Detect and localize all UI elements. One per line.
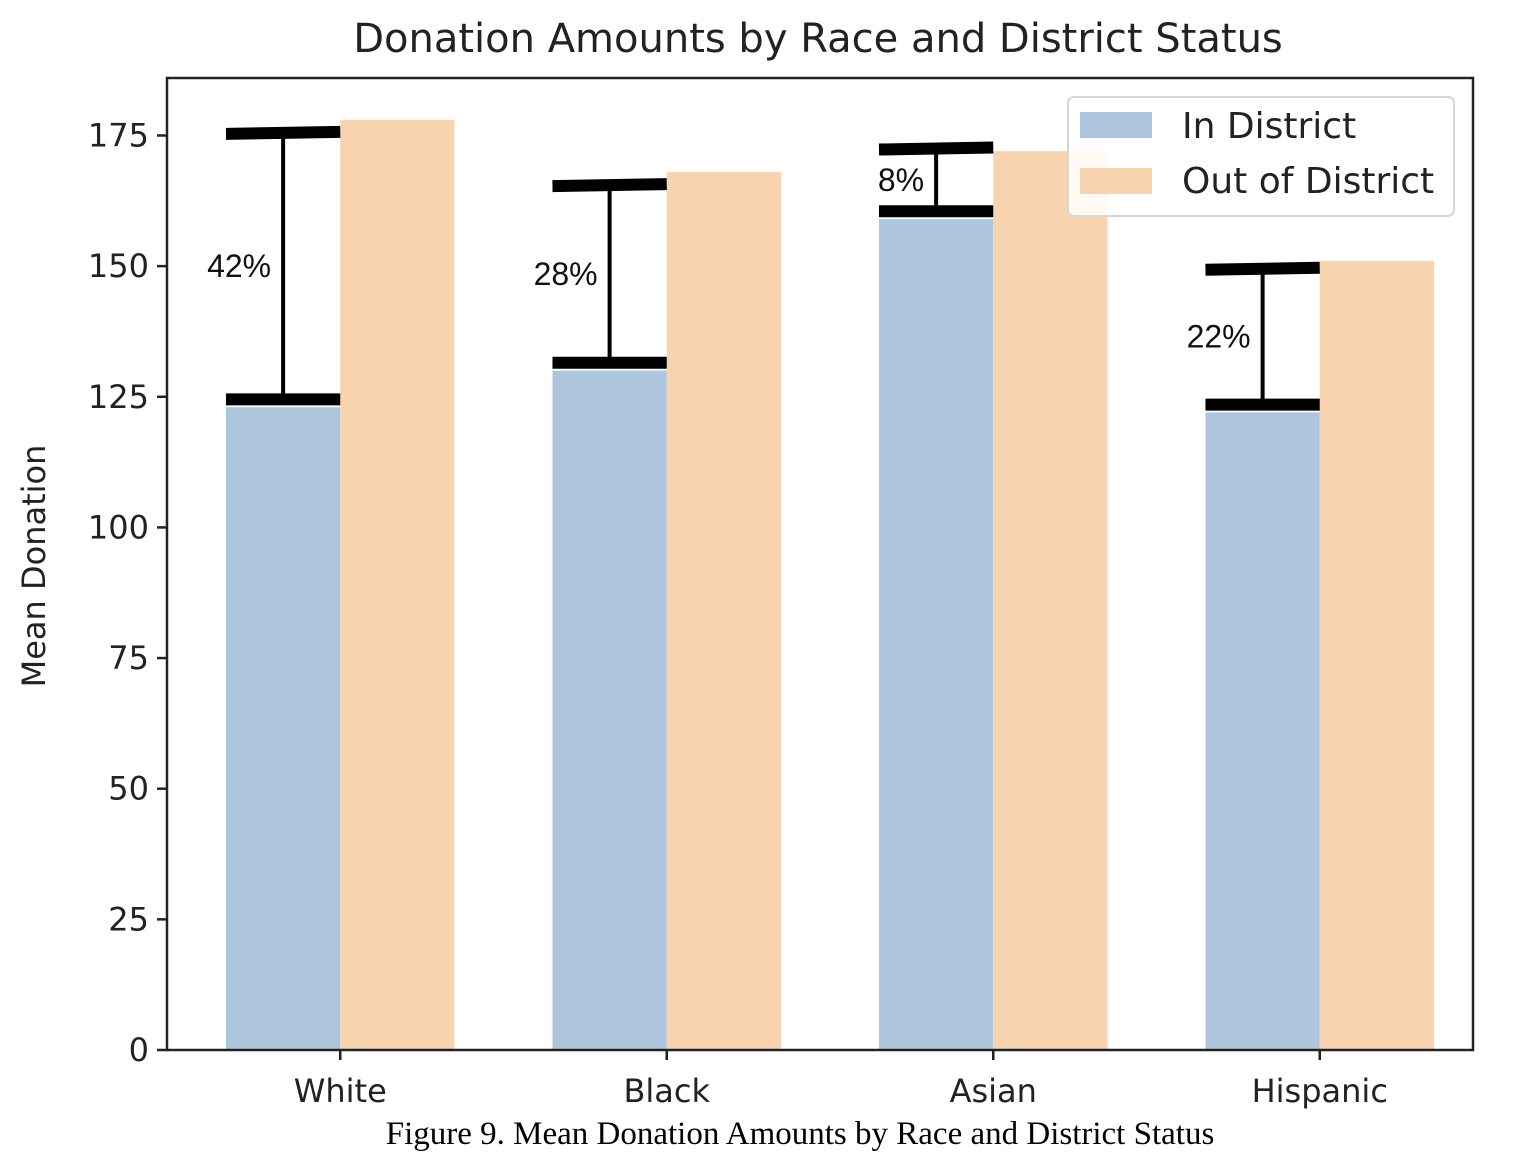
legend-swatch-in-district xyxy=(1080,112,1152,138)
y-axis-ticks: 0 25 50 75 100 125 150 175 xyxy=(88,116,167,1069)
gap-annotations: 42% 28% 8% 22% xyxy=(207,125,1320,411)
legend: In District Out of District xyxy=(1067,96,1455,217)
legend-box xyxy=(1067,96,1455,217)
y-tick-label: 75 xyxy=(108,639,149,677)
y-tick-label: 0 xyxy=(129,1031,149,1069)
bar-out-of-district xyxy=(1319,260,1435,1051)
figure-caption: Figure 9. Mean Donation Amounts by Race … xyxy=(385,1116,1215,1152)
gap-percent-label: 42% xyxy=(207,248,271,284)
legend-swatch-out-of-district xyxy=(1080,168,1152,194)
chart-title: Donation Amounts by Race and District St… xyxy=(353,16,1283,62)
y-tick-label: 50 xyxy=(108,770,149,808)
legend-label-in-district: In District xyxy=(1182,106,1356,147)
y-axis-label: Mean Donation xyxy=(15,445,53,688)
x-tick-label: Asian xyxy=(950,1072,1037,1110)
bar-out-of-district xyxy=(993,151,1108,1051)
y-tick-label: 150 xyxy=(88,247,149,285)
x-tick-label: Hispanic xyxy=(1252,1072,1388,1110)
y-tick-label: 125 xyxy=(88,378,149,416)
y-tick-label: 25 xyxy=(108,900,149,938)
bar-in-district xyxy=(1205,412,1320,1050)
y-tick-label: 100 xyxy=(88,508,149,546)
gap-percent-label: 28% xyxy=(534,256,598,292)
x-axis-ticks: White Black Asian Hispanic xyxy=(294,1050,1388,1110)
bar-in-district xyxy=(225,407,341,1050)
bar-out-of-district xyxy=(666,172,782,1050)
legend-label-out-of-district: Out of District xyxy=(1182,161,1434,202)
y-tick-label: 175 xyxy=(88,116,149,154)
gap-percent-label: 8% xyxy=(878,162,924,198)
bars-group xyxy=(225,119,1435,1051)
bar-in-district xyxy=(552,370,667,1051)
bar-out-of-district xyxy=(340,119,455,1050)
gap-percent-label: 22% xyxy=(1187,319,1251,355)
x-tick-label: White xyxy=(294,1072,387,1110)
plot-frame xyxy=(165,76,1475,1052)
bar-in-district xyxy=(878,219,994,1050)
x-tick-label: Black xyxy=(623,1072,710,1110)
